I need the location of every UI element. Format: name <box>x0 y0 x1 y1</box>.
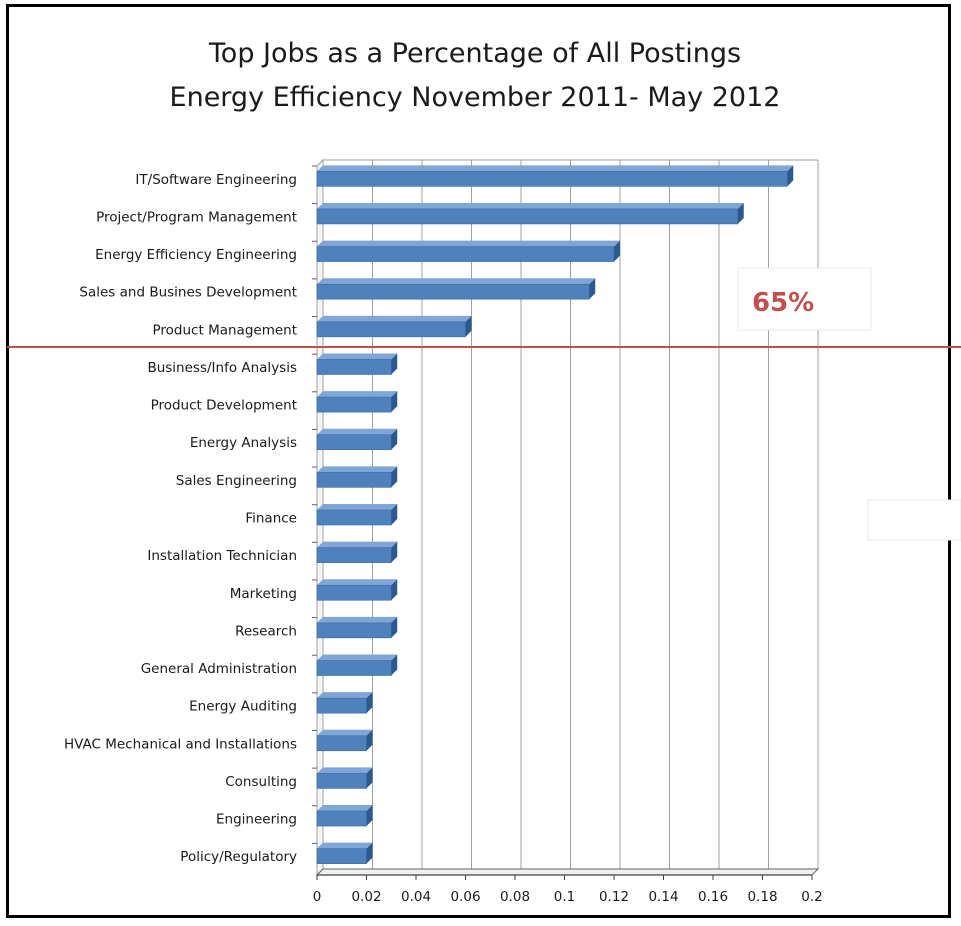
bar-top <box>317 692 373 699</box>
x-tick-label: 0.08 <box>500 889 530 905</box>
bar <box>316 773 367 789</box>
category-label: IT/Software Engineering <box>135 172 297 188</box>
bar <box>316 283 590 300</box>
bar <box>316 359 392 375</box>
bar-end <box>614 240 620 262</box>
x-tick-label: 0.06 <box>450 889 480 905</box>
annotation-box <box>737 267 872 331</box>
bar-end <box>391 616 398 638</box>
bar <box>316 660 392 676</box>
x-tick-label: 0.14 <box>648 889 678 905</box>
bar <box>316 434 392 451</box>
bar-end <box>366 692 373 714</box>
bar <box>316 735 367 752</box>
x-tick-label: 0.1 <box>554 889 575 905</box>
bar-top <box>317 353 398 360</box>
category-label: HVAC Mechanical and Installations <box>64 736 297 752</box>
bar-end <box>391 466 398 488</box>
category-label: Energy Analysis <box>190 435 297 451</box>
bar <box>316 472 392 488</box>
x-tick-label: 0.16 <box>698 889 728 905</box>
chart-title: Top Jobs as a Percentage of All Postings <box>208 38 741 69</box>
annotation-label: 65% <box>752 288 814 318</box>
bar-end <box>391 504 398 525</box>
bar-end <box>391 541 398 563</box>
x-tick-label: 0.12 <box>599 889 629 905</box>
category-label: Finance <box>245 511 297 527</box>
x-tick-label: 0 <box>313 889 322 905</box>
category-label: Product Development <box>151 398 297 414</box>
floor <box>315 868 820 876</box>
bar-top <box>317 202 744 209</box>
bar-end <box>465 315 472 337</box>
bar-end <box>391 654 398 676</box>
bar-top <box>317 541 398 548</box>
chart-frame <box>6 4 951 918</box>
bar-top <box>317 466 398 473</box>
bar-end <box>366 767 373 789</box>
bar-top <box>317 428 398 435</box>
bar-end <box>391 353 398 375</box>
bar <box>316 396 392 413</box>
bar-top <box>317 504 398 510</box>
bar-top <box>317 240 620 247</box>
bar <box>316 697 367 714</box>
bar-top <box>317 654 398 661</box>
bar <box>316 584 392 601</box>
category-label: Product Management <box>153 322 297 338</box>
bar-end <box>366 842 373 864</box>
x-tick-label: 0.04 <box>401 889 431 905</box>
x-tick-label: 0.2 <box>801 889 822 905</box>
bar <box>316 208 739 225</box>
category-label: Sales and Busines Development <box>79 285 297 301</box>
category-label: Business/Info Analysis <box>147 360 297 376</box>
bar-top <box>317 805 373 812</box>
annotation-group: 65% <box>7 267 961 541</box>
bar-end <box>391 391 398 413</box>
bar-top <box>317 767 373 774</box>
category-label: Marketing <box>230 586 297 602</box>
category-label: Policy/Regulatory <box>180 849 297 865</box>
bar-top <box>317 579 398 586</box>
bar-top <box>317 391 398 398</box>
bar-top <box>317 315 472 322</box>
bar <box>316 171 788 187</box>
bar-top <box>317 729 373 736</box>
bar <box>316 509 392 526</box>
bar-end <box>391 579 398 601</box>
bar-end <box>366 729 373 751</box>
category-label: Energy Efficiency Engineering <box>95 247 297 263</box>
bar-end <box>366 805 373 827</box>
category-label: Installation Technician <box>147 548 297 564</box>
blank-box <box>867 499 961 541</box>
category-label: General Administration <box>141 661 297 677</box>
x-tick-label: 0.02 <box>351 889 381 905</box>
bar-top <box>317 842 373 849</box>
x-tick-label: 0.18 <box>747 889 777 905</box>
bar-end <box>589 278 596 300</box>
category-label: Project/Program Management <box>96 209 297 225</box>
bar-top <box>317 165 794 172</box>
plot-area: 0 0.02 0.04 0.06 0.08 0.1 0.12 0.14 0.16 0.18 0.2 I… <box>64 158 823 905</box>
bar-end <box>787 165 794 187</box>
category-label: Energy Auditing <box>189 699 297 715</box>
category-label: Engineering <box>216 812 297 828</box>
bar <box>316 848 367 864</box>
bar <box>316 547 392 563</box>
bar-end <box>391 428 398 450</box>
bar <box>316 810 367 827</box>
chart-subtitle: Energy Efficiency November 2011- May 201… <box>170 82 781 113</box>
category-label: Consulting <box>225 774 297 790</box>
category-label: Research <box>235 623 297 639</box>
bar <box>316 321 466 338</box>
bar-top <box>317 616 398 623</box>
bar <box>316 246 615 262</box>
category-label: Sales Engineering <box>176 473 297 489</box>
bar-top <box>317 278 596 285</box>
bar-end <box>737 202 744 224</box>
bar <box>316 622 392 639</box>
